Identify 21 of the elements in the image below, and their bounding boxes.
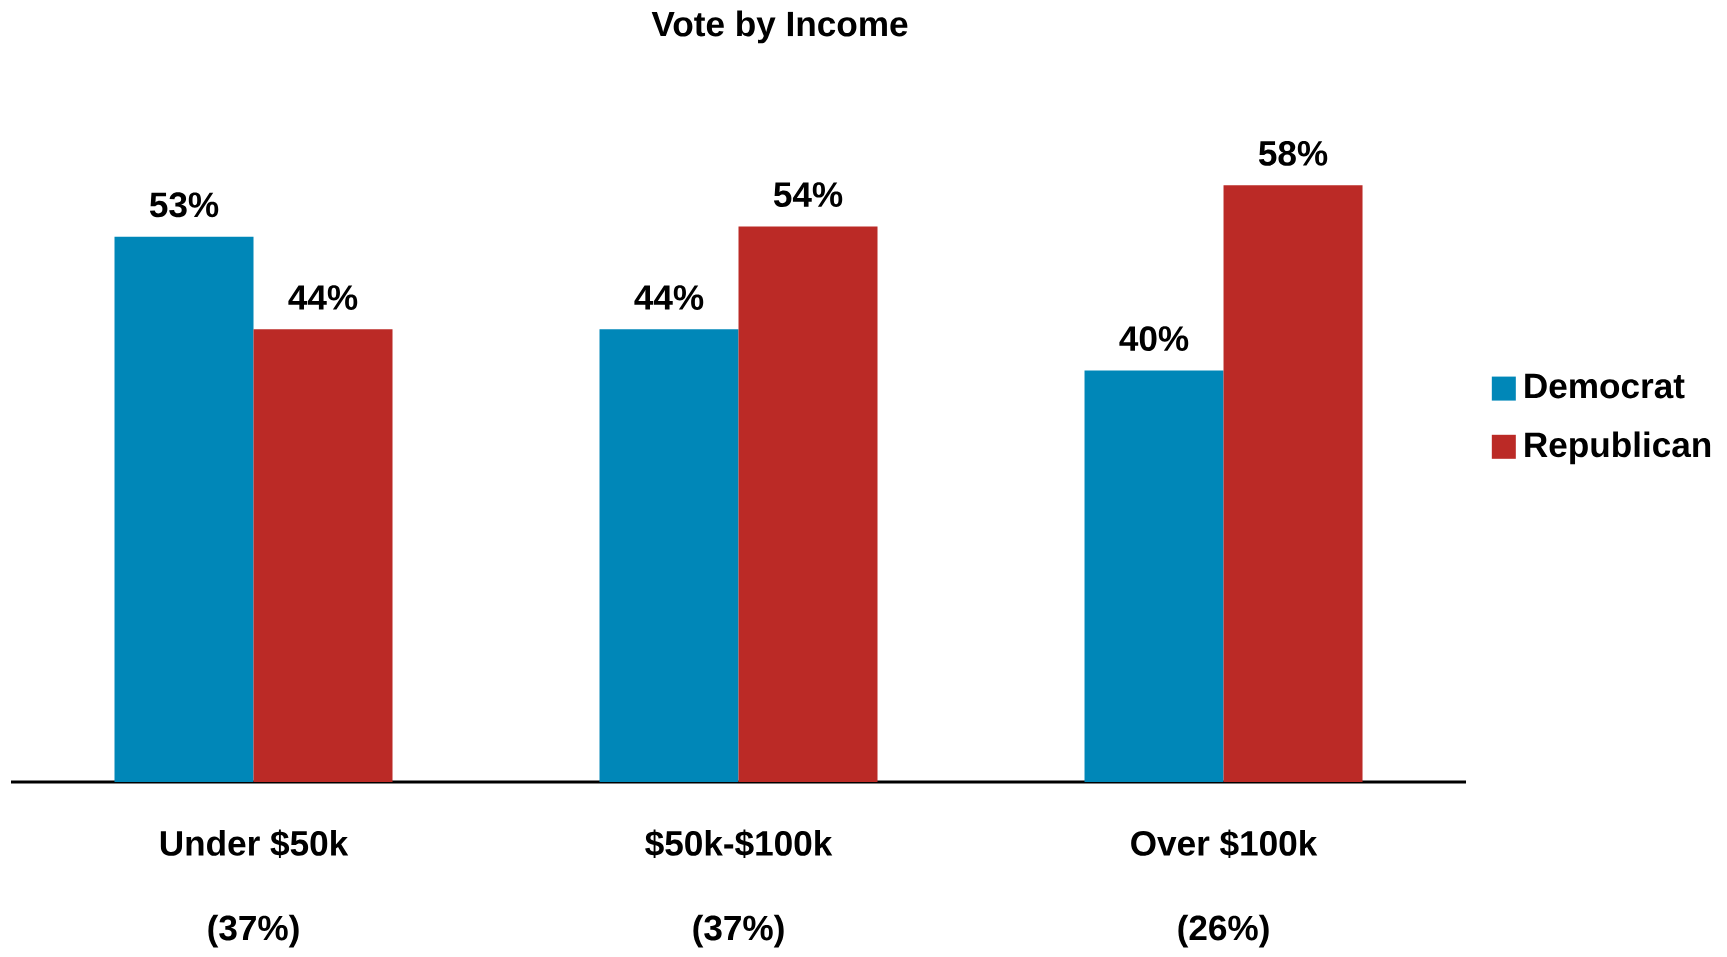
text: (37%) — [693, 914, 784, 948]
x-tick-label: Over $100k — [1131, 829, 1318, 859]
data-label: 44% — [288, 285, 358, 310]
text: (37%) — [208, 914, 299, 948]
x-tick-label: $50k-$100k — [645, 829, 833, 859]
bar — [253, 329, 393, 783]
data-label: 53% — [149, 192, 219, 218]
chart-title: Vote by Income — [651, 10, 908, 44]
bar — [1223, 185, 1363, 783]
data-label: 40% — [1119, 326, 1189, 352]
legend-label: Republican — [1525, 431, 1711, 465]
bar — [599, 329, 739, 783]
x-tick-label: Under $50k — [160, 829, 349, 859]
legend-label: Democrat — [1525, 373, 1685, 399]
bar — [114, 236, 254, 783]
data-label: 58% — [1258, 140, 1328, 166]
bar — [1084, 370, 1224, 783]
data-label: 44% — [634, 285, 704, 310]
data-label: 54% — [773, 182, 843, 207]
text: (26%) — [1178, 914, 1269, 948]
bar — [738, 226, 878, 783]
